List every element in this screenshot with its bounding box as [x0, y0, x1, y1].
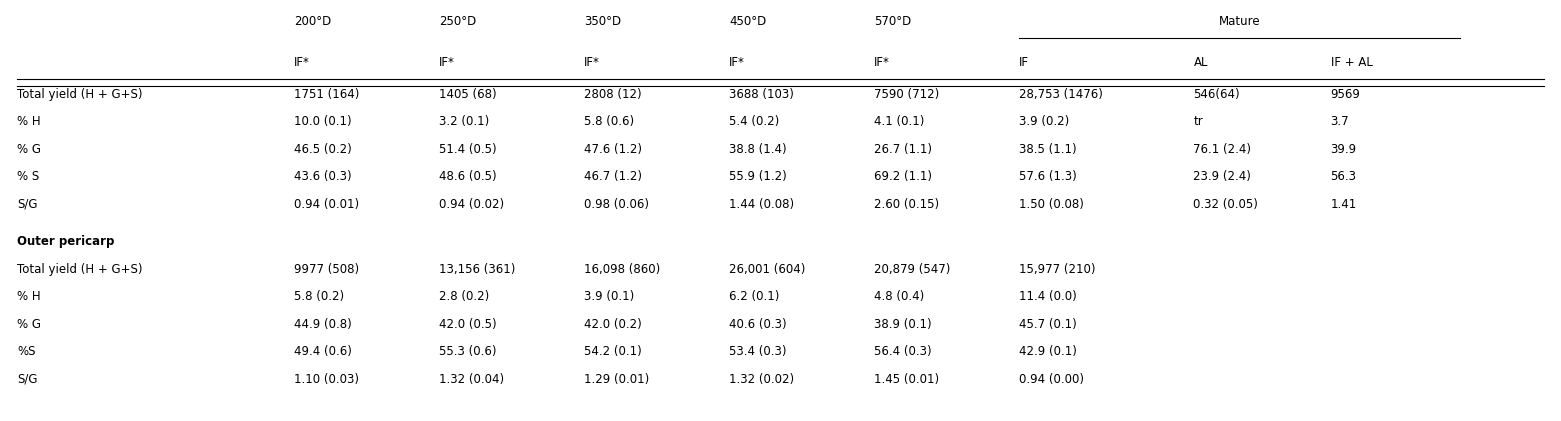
Text: 16,098 (860): 16,098 (860): [584, 263, 660, 276]
Text: 5.4 (0.2): 5.4 (0.2): [729, 115, 779, 128]
Text: 42.9 (0.1): 42.9 (0.1): [1019, 345, 1077, 358]
Text: 5.8 (0.2): 5.8 (0.2): [295, 290, 345, 304]
Text: 3688 (103): 3688 (103): [729, 88, 795, 101]
Text: 1.10 (0.03): 1.10 (0.03): [295, 373, 359, 386]
Text: 49.4 (0.6): 49.4 (0.6): [295, 345, 353, 358]
Text: 3.2 (0.1): 3.2 (0.1): [439, 115, 490, 128]
Text: 55.3 (0.6): 55.3 (0.6): [439, 345, 496, 358]
Text: 15,977 (210): 15,977 (210): [1019, 263, 1096, 276]
Text: 55.9 (1.2): 55.9 (1.2): [729, 170, 787, 183]
Text: 1405 (68): 1405 (68): [439, 88, 496, 101]
Text: 4.1 (0.1): 4.1 (0.1): [874, 115, 924, 128]
Text: 2.60 (0.15): 2.60 (0.15): [874, 198, 940, 211]
Text: Total yield (H + G+S): Total yield (H + G+S): [17, 263, 142, 276]
Text: 2808 (12): 2808 (12): [584, 88, 642, 101]
Text: 0.98 (0.06): 0.98 (0.06): [584, 198, 649, 211]
Text: 26.7 (1.1): 26.7 (1.1): [874, 143, 932, 156]
Text: 1.32 (0.04): 1.32 (0.04): [439, 373, 504, 386]
Text: % G: % G: [17, 318, 41, 331]
Text: 46.5 (0.2): 46.5 (0.2): [295, 143, 353, 156]
Text: % H: % H: [17, 290, 41, 304]
Text: 3.7: 3.7: [1330, 115, 1349, 128]
Text: 3.9 (0.1): 3.9 (0.1): [584, 290, 634, 304]
Text: % H: % H: [17, 115, 41, 128]
Text: 43.6 (0.3): 43.6 (0.3): [295, 170, 351, 183]
Text: 47.6 (1.2): 47.6 (1.2): [584, 143, 642, 156]
Text: 20,879 (547): 20,879 (547): [874, 263, 951, 276]
Text: 45.7 (0.1): 45.7 (0.1): [1019, 318, 1077, 331]
Text: Mature: Mature: [1219, 15, 1260, 28]
Text: 9569: 9569: [1330, 88, 1361, 101]
Text: 350°D: 350°D: [584, 15, 621, 28]
Text: 38.9 (0.1): 38.9 (0.1): [874, 318, 932, 331]
Text: AL: AL: [1194, 56, 1208, 69]
Text: 1.41: 1.41: [1330, 198, 1357, 211]
Text: IF + AL: IF + AL: [1330, 56, 1372, 69]
Text: 250°D: 250°D: [439, 15, 476, 28]
Text: 44.9 (0.8): 44.9 (0.8): [295, 318, 353, 331]
Text: 6.2 (0.1): 6.2 (0.1): [729, 290, 779, 304]
Text: 48.6 (0.5): 48.6 (0.5): [439, 170, 496, 183]
Text: % S: % S: [17, 170, 39, 183]
Text: 51.4 (0.5): 51.4 (0.5): [439, 143, 496, 156]
Text: IF: IF: [1019, 56, 1029, 69]
Text: 1751 (164): 1751 (164): [295, 88, 359, 101]
Text: 1.32 (0.02): 1.32 (0.02): [729, 373, 795, 386]
Text: 28,753 (1476): 28,753 (1476): [1019, 88, 1102, 101]
Text: 76.1 (2.4): 76.1 (2.4): [1194, 143, 1252, 156]
Text: 54.2 (0.1): 54.2 (0.1): [584, 345, 642, 358]
Text: tr: tr: [1194, 115, 1204, 128]
Text: 10.0 (0.1): 10.0 (0.1): [295, 115, 351, 128]
Text: Outer pericarp: Outer pericarp: [17, 235, 114, 248]
Text: 11.4 (0.0): 11.4 (0.0): [1019, 290, 1077, 304]
Text: 38.8 (1.4): 38.8 (1.4): [729, 143, 787, 156]
Text: IF*: IF*: [584, 56, 599, 69]
Text: 4.8 (0.4): 4.8 (0.4): [874, 290, 924, 304]
Text: 570°D: 570°D: [874, 15, 912, 28]
Text: Total yield (H + G+S): Total yield (H + G+S): [17, 88, 142, 101]
Text: 38.5 (1.1): 38.5 (1.1): [1019, 143, 1077, 156]
Text: 13,156 (361): 13,156 (361): [439, 263, 515, 276]
Text: 546(64): 546(64): [1194, 88, 1239, 101]
Text: 3.9 (0.2): 3.9 (0.2): [1019, 115, 1069, 128]
Text: IF*: IF*: [295, 56, 311, 69]
Text: S/G: S/G: [17, 373, 37, 386]
Text: 39.9: 39.9: [1330, 143, 1357, 156]
Text: 69.2 (1.1): 69.2 (1.1): [874, 170, 932, 183]
Text: 26,001 (604): 26,001 (604): [729, 263, 805, 276]
Text: 450°D: 450°D: [729, 15, 766, 28]
Text: 0.94 (0.01): 0.94 (0.01): [295, 198, 359, 211]
Text: S/G: S/G: [17, 198, 37, 211]
Text: 2.8 (0.2): 2.8 (0.2): [439, 290, 490, 304]
Text: 0.94 (0.02): 0.94 (0.02): [439, 198, 504, 211]
Text: 7590 (712): 7590 (712): [874, 88, 940, 101]
Text: 9977 (508): 9977 (508): [295, 263, 359, 276]
Text: 42.0 (0.5): 42.0 (0.5): [439, 318, 496, 331]
Text: 56.3: 56.3: [1330, 170, 1357, 183]
Text: IF*: IF*: [874, 56, 890, 69]
Text: %S: %S: [17, 345, 36, 358]
Text: 57.6 (1.3): 57.6 (1.3): [1019, 170, 1077, 183]
Text: 1.44 (0.08): 1.44 (0.08): [729, 198, 795, 211]
Text: 0.94 (0.00): 0.94 (0.00): [1019, 373, 1083, 386]
Text: 1.45 (0.01): 1.45 (0.01): [874, 373, 940, 386]
Text: 23.9 (2.4): 23.9 (2.4): [1194, 170, 1252, 183]
Text: IF*: IF*: [729, 56, 745, 69]
Text: IF*: IF*: [439, 56, 456, 69]
Text: 53.4 (0.3): 53.4 (0.3): [729, 345, 787, 358]
Text: 40.6 (0.3): 40.6 (0.3): [729, 318, 787, 331]
Text: 0.32 (0.05): 0.32 (0.05): [1194, 198, 1258, 211]
Text: 56.4 (0.3): 56.4 (0.3): [874, 345, 932, 358]
Text: 1.50 (0.08): 1.50 (0.08): [1019, 198, 1083, 211]
Text: % G: % G: [17, 143, 41, 156]
Text: 42.0 (0.2): 42.0 (0.2): [584, 318, 642, 331]
Text: 46.7 (1.2): 46.7 (1.2): [584, 170, 642, 183]
Text: 1.29 (0.01): 1.29 (0.01): [584, 373, 649, 386]
Text: 200°D: 200°D: [295, 15, 331, 28]
Text: 5.8 (0.6): 5.8 (0.6): [584, 115, 634, 128]
